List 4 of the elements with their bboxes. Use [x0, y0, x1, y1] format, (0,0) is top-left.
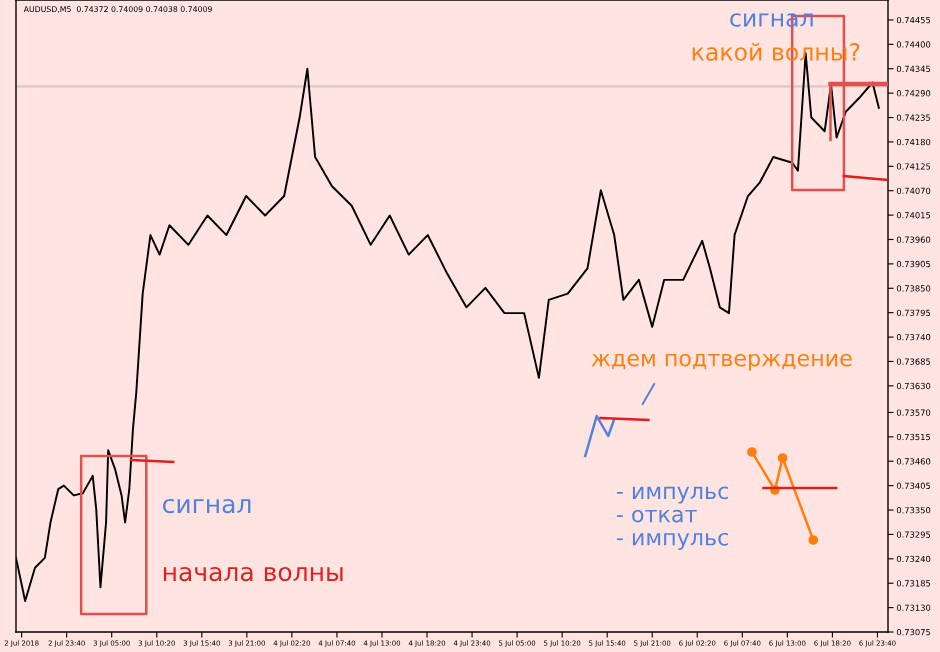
annotation: - импульс - откат - импульс [616, 486, 728, 550]
annotation: начала волны [163, 566, 343, 582]
annotation: сигнал [163, 498, 251, 514]
annotation: ждем подтверждение [591, 353, 852, 371]
